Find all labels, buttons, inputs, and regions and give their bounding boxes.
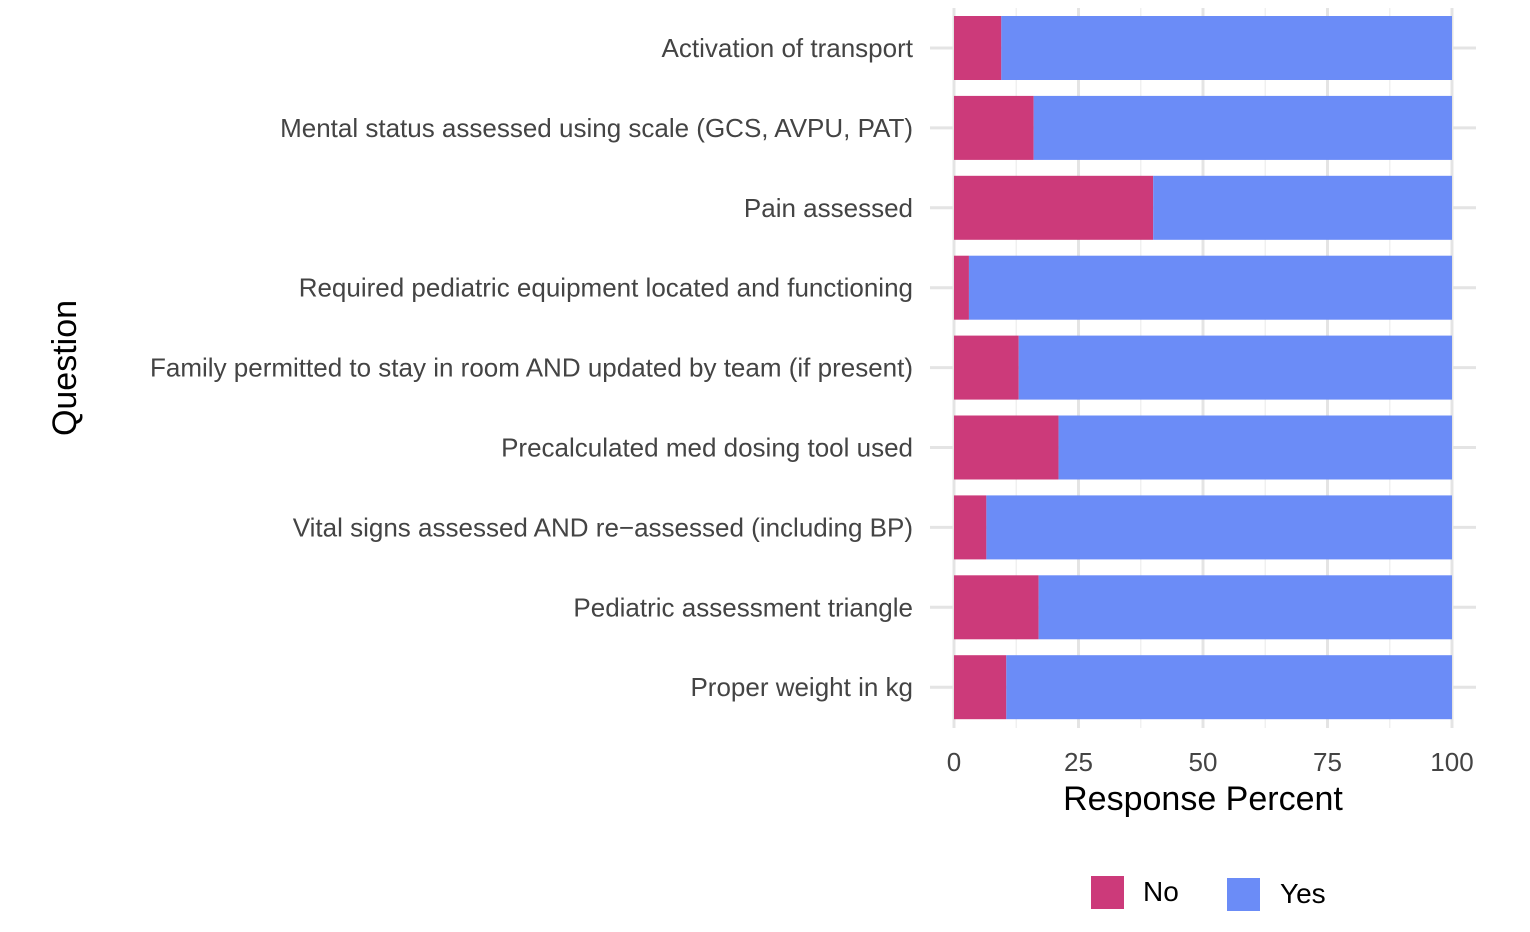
x-tick-labels: 0 25 50 75 100 [947, 747, 1474, 777]
bar-yes [968, 255, 1452, 320]
bar-no [954, 335, 1019, 400]
bar-yes [986, 495, 1452, 560]
bar-yes [1058, 415, 1452, 480]
x-axis-title: Response Percent [1063, 780, 1343, 818]
bar-yes [1038, 575, 1452, 640]
bars-layer [954, 16, 1452, 720]
y-tick-label: Pediatric assessment triangle [573, 592, 913, 622]
bar-yes [1018, 335, 1452, 400]
x-tick-label: 0 [947, 747, 961, 777]
bar-yes [1006, 655, 1452, 720]
bar-no [954, 575, 1039, 640]
x-tick-label: 25 [1064, 747, 1093, 777]
y-tick-label: Activation of transport [662, 33, 914, 63]
category-labels: Activation of transport Mental status ass… [150, 33, 914, 702]
bar-yes [1033, 95, 1452, 160]
x-tick-label: 50 [1189, 747, 1218, 777]
y-tick-label: Precalculated med dosing tool used [501, 433, 913, 463]
y-tick-label: Pain assessed [744, 193, 913, 223]
bar-yes [1001, 16, 1452, 80]
bar-no [954, 95, 1034, 160]
bar-no [954, 175, 1154, 240]
legend-label-no: No [1143, 876, 1179, 907]
bar-yes [1153, 175, 1452, 240]
bar-no [954, 255, 969, 320]
y-tick-label: Required pediatric equipment located and… [299, 273, 913, 303]
legend: No Yes [1091, 876, 1326, 911]
legend-key-no [1091, 876, 1124, 909]
bar-no [954, 495, 987, 560]
legend-key-yes [1227, 878, 1260, 911]
legend-label-yes: Yes [1280, 878, 1326, 909]
bar-no [954, 16, 1002, 80]
y-tick-label: Vital signs assessed AND re−assessed (in… [293, 512, 913, 542]
y-axis-title: Question [46, 300, 84, 436]
bar-no [954, 415, 1059, 480]
bar-no [954, 655, 1007, 720]
x-tick-label: 100 [1430, 747, 1473, 777]
y-tick-label: Mental status assessed using scale (GCS,… [280, 113, 913, 143]
x-tick-label: 75 [1313, 747, 1342, 777]
y-tick-label: Family permitted to stay in room AND upd… [150, 353, 913, 383]
y-tick-label: Proper weight in kg [690, 672, 913, 702]
